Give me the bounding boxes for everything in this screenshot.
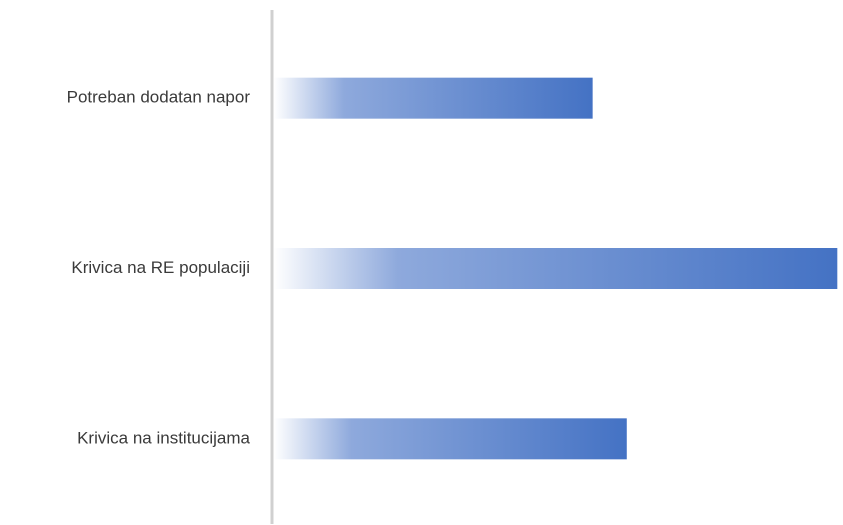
category-label-1: Potreban dodatan napor xyxy=(67,88,251,107)
bar-3 xyxy=(274,418,627,460)
category-label-2: Krivica na RE populaciji xyxy=(71,258,250,277)
bar-1 xyxy=(274,77,593,119)
bars-layer xyxy=(274,77,838,460)
bar-2 xyxy=(274,248,838,289)
category-label-3: Krivica na institucijama xyxy=(77,428,250,447)
category-labels-layer: Potreban dodatan napor Krivica na RE popu… xyxy=(67,88,251,448)
